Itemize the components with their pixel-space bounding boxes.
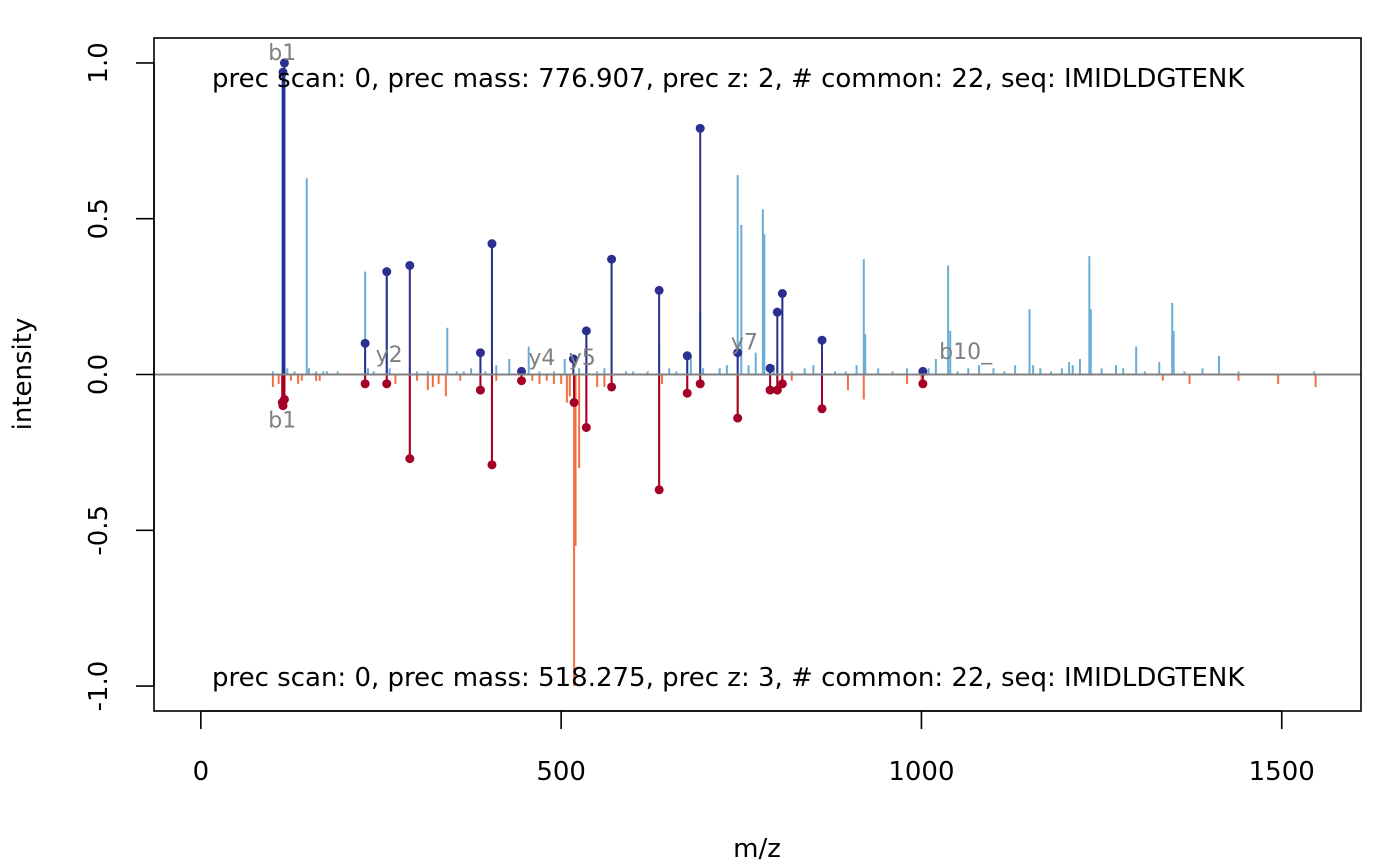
bottom-matched-point	[475, 385, 485, 395]
top-precursor-annotation: prec scan: 0, prec mass: 776.907, prec z…	[212, 64, 1245, 94]
bottom-matched-point	[765, 385, 775, 395]
bottom-matched-point	[733, 413, 743, 423]
bottom-matched-point	[918, 379, 928, 389]
top-matched-point	[279, 58, 289, 68]
top-matched-point	[487, 239, 497, 249]
fragment-label: b1	[268, 41, 296, 66]
top-matched-point	[475, 348, 485, 358]
bottom-matched-point	[360, 379, 370, 389]
top-matched-point	[733, 348, 743, 358]
bottom-matched-point	[382, 379, 392, 389]
bottom-precursor-annotation: prec scan: 0, prec mass: 518.275, prec z…	[212, 663, 1245, 693]
bottom-matched-point	[777, 379, 787, 389]
x-tick-label: 1000	[888, 757, 954, 787]
matched-peaks-layer	[277, 58, 928, 495]
y-tick-label: 0.0	[84, 354, 114, 395]
bottom-matched-point	[817, 404, 827, 414]
x-tick-label: 0	[193, 757, 210, 787]
bottom-matched-point	[279, 394, 289, 404]
top-matched-point	[682, 351, 692, 361]
y-tick-label: 1.0	[84, 42, 114, 83]
y-tick-label: -0.5	[84, 505, 114, 556]
x-tick-label: 1500	[1249, 757, 1315, 787]
y-tick-label: -1.0	[84, 661, 114, 712]
x-tick-label: 500	[536, 757, 586, 787]
top-matched-point	[654, 285, 664, 295]
top-matched-point	[817, 335, 827, 345]
fragment-labels-layer: b1 y2 y4 y5 y7 b10_ b1	[268, 41, 993, 434]
y-tick-label: 0.5	[84, 198, 114, 239]
bottom-matched-point	[569, 398, 579, 408]
bottom-matched-point	[772, 385, 782, 395]
fragment-label: y4	[528, 346, 555, 371]
top-matched-point	[581, 326, 591, 336]
fragment-label: b10_	[939, 340, 993, 365]
fragment-label: y2	[376, 343, 403, 368]
fragment-label: y5	[569, 346, 596, 371]
x-axis-label: m/z	[733, 834, 781, 864]
bottom-matched-point	[517, 376, 527, 386]
bottom-matched-point	[487, 460, 497, 470]
bottom-matched-point	[695, 379, 705, 389]
y-axis-label: intensity	[8, 318, 38, 431]
top-matched-point	[772, 307, 782, 317]
top-matched-point	[765, 363, 775, 373]
top-matched-point	[405, 260, 415, 270]
top-matched-point	[695, 123, 705, 133]
x-axis: 0 500 1000 1500	[193, 710, 1315, 787]
bottom-matched-point	[682, 388, 692, 398]
top-matched-point	[360, 338, 370, 348]
top-matched-point	[568, 354, 578, 364]
bottom-matched-point	[607, 382, 617, 392]
fragment-label: b1	[268, 408, 296, 433]
y-axis: -1.0 -0.5 0.0 0.5 1.0	[84, 42, 155, 712]
top-matched-point	[607, 254, 617, 264]
top-matched-point	[382, 267, 392, 277]
bottom-matched-point	[581, 422, 591, 432]
fragment-label: y7	[731, 331, 758, 356]
top-matched-point	[777, 288, 787, 298]
bottom-matched-point	[654, 485, 664, 495]
bottom-matched-point	[405, 454, 415, 464]
